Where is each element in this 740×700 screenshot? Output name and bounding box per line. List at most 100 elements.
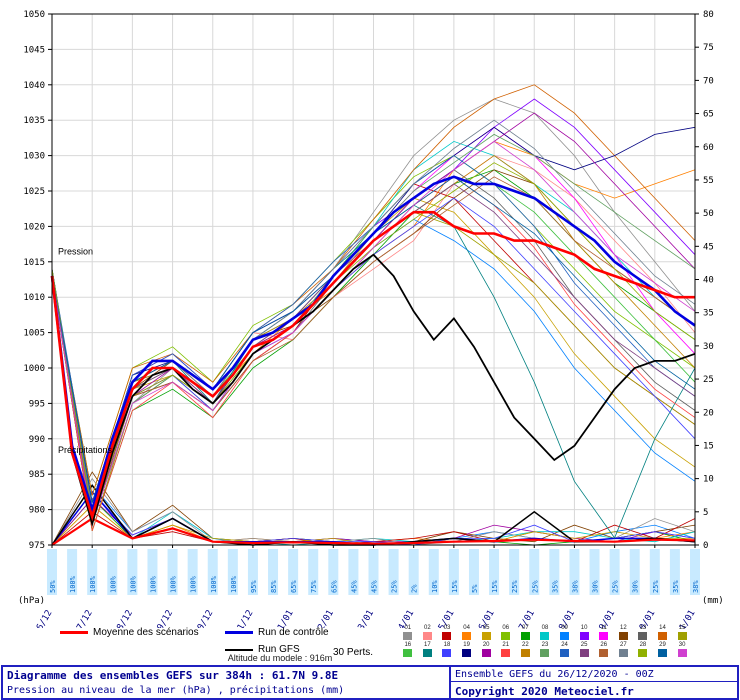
pop-label: 100%: [210, 575, 218, 593]
pop-label-bg: [288, 549, 299, 595]
member-color-swatch: [599, 632, 609, 640]
pop-label: 15%: [451, 580, 459, 593]
member-swatch-04: 04: [457, 625, 477, 640]
member-swatch-01: 01: [398, 625, 418, 640]
member-color-swatch: [520, 632, 530, 640]
pop-label-bg: [448, 549, 459, 595]
pop-label: 38%: [692, 580, 700, 593]
right-tick-label: 30: [703, 342, 714, 352]
right-tick-label: 20: [703, 408, 714, 418]
right-tick-label: 0: [703, 541, 708, 551]
member-swatch-11: 11: [594, 625, 614, 640]
member-color-swatch: [618, 649, 628, 657]
pop-label-bg: [87, 549, 98, 595]
left-tick-label: 1030: [23, 152, 45, 162]
footer-left: Diagramme des ensembles GEFS sur 384h : …: [7, 669, 445, 696]
member-color-swatch: [481, 632, 491, 640]
member-color-swatch: [540, 632, 550, 640]
right-tick-label: 40: [703, 276, 714, 286]
member-number: 13: [639, 625, 647, 631]
member-number: 28: [639, 642, 647, 648]
pop-label: 65%: [330, 580, 338, 593]
pop-label: 2%: [411, 584, 419, 593]
left-tick-label: 1045: [23, 45, 45, 55]
pop-label: 100%: [170, 575, 178, 593]
pop-label: 30%: [632, 580, 640, 593]
member-number: 14: [659, 625, 666, 631]
chart-title: Diagramme des ensembles GEFS sur 384h : …: [7, 669, 339, 682]
member-number: 05: [482, 625, 490, 631]
member-number: 06: [502, 625, 510, 631]
pop-labels: 50% 100% 100% 100% 100% 100% 100% 100% 100% 100% 9…: [47, 549, 700, 595]
pop-label-bg: [529, 549, 540, 595]
left-axis-unit: (hPa): [18, 596, 45, 606]
legend-gfs-label: Run GFS: [258, 644, 300, 655]
pop-label: 25%: [391, 580, 399, 593]
ensemble-chart: 9759809859909951000100510101015102010251…: [18, 10, 724, 628]
pop-label-bg: [428, 549, 439, 595]
pop-label: 10%: [431, 580, 439, 593]
pop-label-bg: [308, 549, 319, 595]
legend-control-label: Run de contrôle: [258, 627, 329, 638]
right-tick-label: 55: [703, 176, 714, 186]
model-altitude: Altitude du modele : 916m: [227, 653, 333, 663]
member-number: 12: [619, 625, 627, 631]
mean-line-swatch: [60, 631, 88, 634]
left-tick-label: 975: [29, 541, 45, 551]
member-number: 15: [678, 625, 686, 631]
left-tick-label: 980: [29, 506, 45, 516]
member-color-swatch: [638, 649, 648, 657]
right-tick-label: 50: [703, 209, 714, 219]
member-color-swatch: [579, 632, 589, 640]
footer-box: Diagramme des ensembles GEFS sur 384h : …: [1, 665, 739, 700]
pop-label: 25%: [612, 580, 620, 593]
member-line: [51, 84, 696, 496]
pop-label-bg: [408, 549, 419, 595]
member-swatch-21: 21: [496, 642, 516, 657]
member-swatches-row-2: 16 17 18 19 20 21 22 23 24 25 26 27 28 29 30: [398, 642, 692, 657]
pop-label-bg: [247, 549, 258, 595]
right-axis-unit: (mm): [702, 596, 724, 606]
member-swatch-07: 07: [516, 625, 536, 640]
pop-label-bg: [368, 549, 379, 595]
left-tick-label: 1005: [23, 329, 45, 339]
member-number: 20: [482, 642, 490, 648]
pop-label-bg: [649, 549, 660, 595]
member-swatch-25: 25: [574, 642, 594, 657]
member-swatch-19: 19: [457, 642, 477, 657]
pop-label-bg: [388, 549, 399, 595]
right-tick-label: 25: [703, 375, 714, 385]
member-swatch-10: 10: [574, 625, 594, 640]
pop-label: 75%: [310, 580, 318, 593]
left-tick-label: 1010: [23, 293, 45, 303]
grid: [51, 13, 696, 546]
pop-label: 100%: [129, 575, 137, 593]
member-swatch-26: 26: [594, 642, 614, 657]
pop-label-bg: [489, 549, 500, 595]
member-number: 29: [659, 642, 666, 648]
member-number: 07: [522, 625, 529, 631]
member-number: 17: [424, 642, 431, 648]
pop-label-bg: [609, 549, 620, 595]
member-swatches-row-1: 01 02 03 04 05 06 07 08 09 10 11 12 13 14 15: [398, 625, 692, 640]
pop-label-bg: [509, 549, 520, 595]
pop-label-bg: [669, 549, 680, 595]
right-tick-label: 35: [703, 309, 714, 319]
member-swatch-13: 13: [633, 625, 653, 640]
legend-mean-label: Moyenne des scénarios: [93, 627, 199, 638]
perts-label: 30 Perts.: [333, 647, 374, 658]
member-line: [51, 176, 696, 524]
pop-label-bg: [268, 549, 279, 595]
pop-label-bg: [227, 549, 238, 595]
member-color-swatch: [403, 632, 413, 640]
pop-label: 100%: [69, 575, 77, 593]
left-tick-label: 985: [29, 470, 45, 480]
pop-label: 100%: [230, 575, 238, 593]
left-tick-label: 1035: [23, 116, 45, 126]
member-color-swatch: [677, 632, 687, 640]
member-swatch-23: 23: [535, 642, 555, 657]
precip-label: Précipitations: [58, 445, 113, 455]
member-swatch-15: 15: [672, 625, 692, 640]
member-number: 19: [463, 642, 470, 648]
